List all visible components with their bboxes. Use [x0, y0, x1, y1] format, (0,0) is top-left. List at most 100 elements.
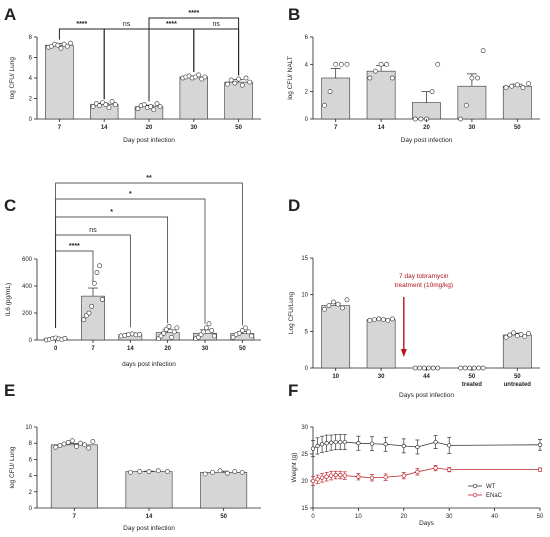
- x-tick-label: 50: [220, 514, 227, 520]
- data-point: [236, 330, 242, 336]
- significance-label: ****: [69, 243, 80, 250]
- y-axis-label: Weight (g): [291, 453, 298, 483]
- data-point: [418, 116, 424, 122]
- data-point: [412, 116, 418, 122]
- data-point: [329, 473, 334, 478]
- data-point: [356, 441, 361, 446]
- data-point: [426, 365, 432, 371]
- data-point: [503, 85, 509, 90]
- y-tick-label: 8: [29, 441, 33, 447]
- significance-label: *: [129, 191, 132, 198]
- data-point: [224, 470, 230, 476]
- data-point: [73, 444, 79, 449]
- data-point: [232, 469, 238, 474]
- data-point: [383, 442, 388, 447]
- data-point: [333, 439, 338, 445]
- y-tick-label: 0: [305, 366, 309, 372]
- data-point: [324, 474, 329, 479]
- data-point: [471, 365, 477, 371]
- data-point: [64, 43, 70, 49]
- data-point: [319, 442, 325, 447]
- data-point: [369, 441, 375, 446]
- data-point: [230, 334, 236, 340]
- panel-letter: A: [4, 5, 16, 24]
- legend-swatch-marker: [472, 483, 478, 489]
- data-point: [433, 439, 438, 445]
- data-point: [433, 465, 438, 471]
- y-tick-label: 2: [305, 90, 309, 96]
- y-axis-label: log CFU/ Lung: [9, 446, 16, 488]
- data-point: [367, 317, 373, 323]
- data-point: [151, 107, 157, 113]
- data-point: [217, 468, 223, 474]
- data-point: [65, 439, 71, 445]
- bar: [502, 334, 532, 369]
- data-point: [435, 61, 441, 67]
- data-point: [209, 328, 215, 333]
- y-tick-label: 400: [22, 284, 33, 290]
- x-tick-label: 14: [378, 125, 385, 131]
- y-tick-label: 200: [22, 311, 33, 317]
- y-tick-label: 6: [29, 56, 33, 62]
- data-point: [335, 301, 341, 307]
- data-point: [202, 74, 208, 80]
- data-point: [537, 467, 543, 472]
- x-tick-label: 7: [73, 514, 77, 520]
- data-point: [338, 61, 344, 67]
- x-tick-label: 40: [491, 514, 498, 520]
- data-point: [367, 75, 373, 81]
- data-point: [203, 325, 209, 331]
- x-tick-label: 50: [537, 514, 544, 520]
- significance-label: ns: [89, 227, 97, 234]
- data-point: [447, 467, 452, 472]
- significance-label: ****: [166, 21, 177, 28]
- x-tick-label: 50: [514, 125, 521, 131]
- data-point: [326, 303, 332, 309]
- data-point: [202, 471, 208, 477]
- data-point: [476, 365, 482, 371]
- data-point: [86, 445, 92, 451]
- y-tick-label: 0: [29, 338, 33, 344]
- x-tick-label: 7: [91, 346, 95, 352]
- data-point: [429, 89, 435, 95]
- data-point: [141, 102, 147, 108]
- data-point: [480, 365, 486, 371]
- data-point: [78, 440, 83, 446]
- data-point: [157, 104, 163, 110]
- data-point: [135, 106, 141, 112]
- y-tick-label: 5: [305, 329, 309, 335]
- data-point: [389, 316, 395, 322]
- data-point: [526, 81, 531, 86]
- data-point: [329, 440, 334, 445]
- y-tick-label: 6: [305, 35, 309, 41]
- y-axis-label: IL6 (pg/mL): [5, 283, 12, 316]
- data-point: [128, 469, 133, 475]
- panel-letter: D: [288, 196, 300, 215]
- y-tick-label: 8: [29, 35, 33, 41]
- data-point: [171, 329, 177, 335]
- y-tick-label: 30: [301, 425, 308, 431]
- x-tick-label: 14: [127, 346, 134, 352]
- treatment-annotation-line2: treatment (10mg/kg): [395, 282, 454, 289]
- data-point: [239, 469, 245, 475]
- bar: [50, 444, 98, 509]
- legend-entry: ENaC: [486, 493, 503, 499]
- significance-label: **: [146, 175, 152, 182]
- x-tick-label: 20: [400, 514, 407, 520]
- data-point: [462, 365, 468, 371]
- y-tick-label: 6: [29, 457, 33, 463]
- data-point: [247, 79, 253, 85]
- data-point: [503, 334, 509, 340]
- y-tick-label: 600: [22, 257, 33, 263]
- data-point: [384, 61, 390, 67]
- data-point: [201, 329, 207, 335]
- data-point: [89, 303, 95, 309]
- data-point: [174, 325, 180, 331]
- data-point: [57, 443, 63, 449]
- data-point: [327, 89, 333, 95]
- x-tick-label: treated: [462, 382, 482, 388]
- x-tick-label: 20: [164, 346, 171, 352]
- significance-label: ns: [212, 21, 220, 28]
- bar: [457, 85, 487, 120]
- data-point: [333, 61, 339, 67]
